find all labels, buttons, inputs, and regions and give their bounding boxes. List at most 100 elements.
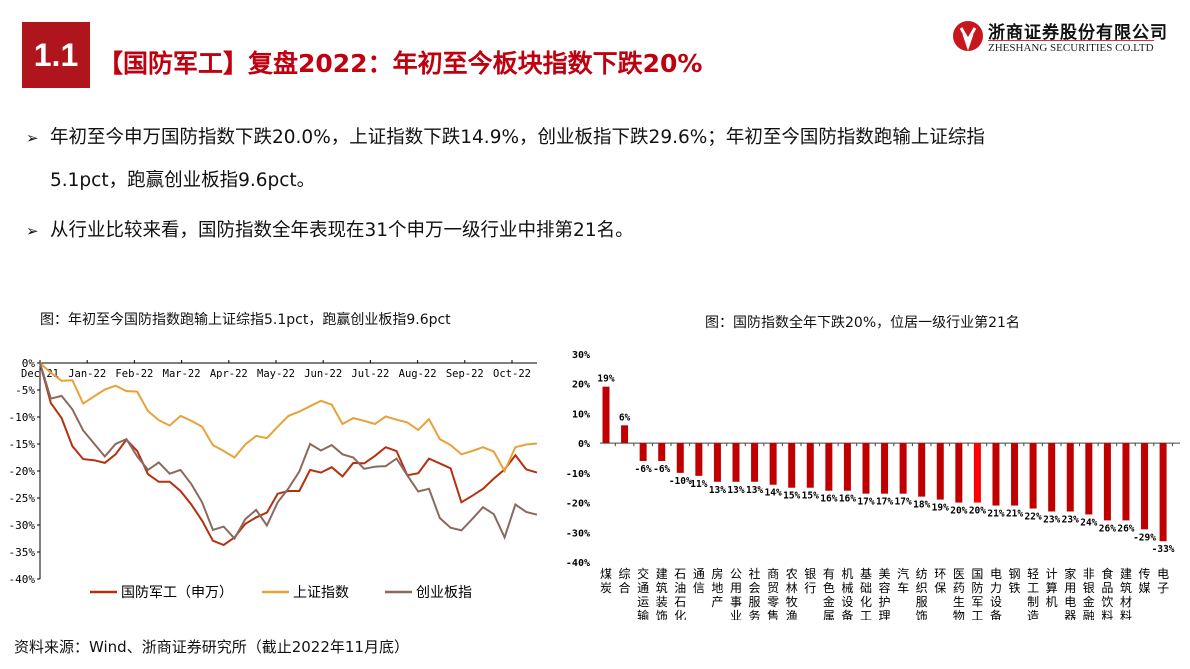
data-label: 23% [1043,514,1060,525]
category-label-char: 运 [637,595,649,609]
line-chart: 0%-5%-10%-15%-20%-25%-30%-35%-40%Dec-21 J… [9,357,538,601]
category-label-char: 林 [786,581,798,595]
bar-农林牧渔 [788,443,796,488]
data-label: 26% [1099,523,1116,534]
bar-纺织服饰 [918,443,926,497]
category-label-char: 传 [1139,566,1151,581]
category-label-char: 商 [767,566,779,581]
data-label: 16% [820,494,837,505]
category-label-char: 媒 [1139,581,1151,595]
y-tick-label: -20% [9,465,36,478]
category-label-char: 化 [674,609,686,620]
legend-label: 上证指数 [293,585,349,601]
category-label-char: 护 [879,595,891,609]
category-label-char: 石 [674,567,686,581]
category-label-char: 础 [860,581,872,595]
bar-煤炭 [602,386,610,444]
arrow-right-icon: ➢ [26,129,39,147]
bar-综合 [621,425,629,444]
category-label-char: 工 [860,609,872,620]
category-label-char: 设 [990,595,1002,609]
data-label: 15% [802,491,819,502]
category-label-char: 农 [786,567,798,581]
x-tick-label: Oct-22 [493,368,531,380]
category-label-char: 融 [1083,609,1095,620]
data-label: 16% [839,494,856,505]
data-label: -33% [1152,544,1175,555]
bar-汽车 [899,443,907,494]
category-label-char: 通 [637,581,649,595]
y-tick-label: -20% [566,499,590,510]
bar-计算机 [1048,443,1056,512]
category-label-char: 行 [804,581,816,595]
category-label-char: 售 [767,608,779,620]
category-label-char: 汽 [897,566,909,581]
y-tick-label: 20% [572,380,590,391]
category-label-char: 饮 [1101,595,1113,609]
category-label-char: 机 [841,567,853,581]
category-label-char: 药 [953,581,965,595]
category-label-char: 钢 [1009,567,1021,581]
company-logo: 浙商证券股份有限公司 ZHESHANG SECURITIES CO.LTD [952,18,1167,54]
bar-基础化工 [862,443,870,494]
bar-有色金属 [825,443,833,491]
bar-社会服务 [751,443,759,482]
bar-医药生物 [955,443,963,503]
legend-label: 创业板指 [416,585,472,601]
y-tick-label: 10% [572,409,590,420]
category-label-char: 服 [749,595,761,609]
y-tick-label: -40% [566,558,590,569]
category-label-char: 饰 [656,609,668,620]
category-label-char: 综 [619,567,631,581]
category-label-char: 零 [767,595,779,609]
bar-食品饮料 [1103,443,1111,521]
x-tick-label: Apr-22 [210,368,248,380]
category-label-char: 械 [841,580,853,595]
y-tick-label: -5% [15,384,35,397]
category-label-char: 制 [1027,595,1039,609]
y-tick-label: -35% [9,546,36,559]
data-label: 11% [690,479,707,490]
y-tick-label: -40% [9,573,36,586]
category-label-char: 生 [953,595,965,609]
category-label-char: 器 [1064,609,1076,620]
category-label-char: 算 [1046,580,1058,595]
category-label-char: 造 [1027,609,1039,620]
category-label-char: 房 [711,566,723,581]
series-line-2 [39,362,538,541]
category-label-char: 品 [1101,581,1113,595]
x-tick-label: Jan-22 [68,368,106,380]
x-tick-label: Mar-22 [163,368,201,380]
category-label-char: 业 [730,609,742,620]
y-tick-label: -10% [9,411,36,424]
data-label: 13% [709,485,726,496]
category-label-char: 保 [934,581,946,595]
category-label-char: 装 [656,595,668,609]
y-tick-label: 30% [572,350,590,361]
category-label-char: 美 [879,567,891,581]
category-label-char: 输 [637,608,649,620]
zheshang-logo-icon [953,21,983,51]
logo-name-en: ZHESHANG SECURITIES CO.LTD [988,40,1154,54]
y-tick-label: -10% [566,469,590,480]
section-number: 1.1 [22,22,90,88]
category-label-char: 服 [916,595,928,609]
bar-chart-title: 图：国防指数全年下跌20%，位居一级行业第21名 [705,315,1020,331]
category-label-char: 工 [971,609,983,620]
category-label-char: 料 [1101,609,1113,620]
category-label-char: 子 [1157,581,1169,595]
category-label-char: 交 [637,566,649,581]
category-label-char: 贸 [767,581,779,595]
data-label: 19% [597,374,614,385]
bar-家用电器 [1066,443,1074,512]
category-label-char: 织 [916,581,928,595]
bar-商贸零售 [769,443,777,485]
category-label-char: 炭 [600,581,612,595]
category-label-char: 环 [934,567,946,581]
category-label-char: 渔 [786,609,798,620]
y-tick-label: -30% [9,519,36,532]
data-label: 21% [987,509,1004,520]
bar-机械设备 [843,443,851,491]
series-line-1 [39,362,538,474]
category-label-char: 银 [804,567,816,581]
